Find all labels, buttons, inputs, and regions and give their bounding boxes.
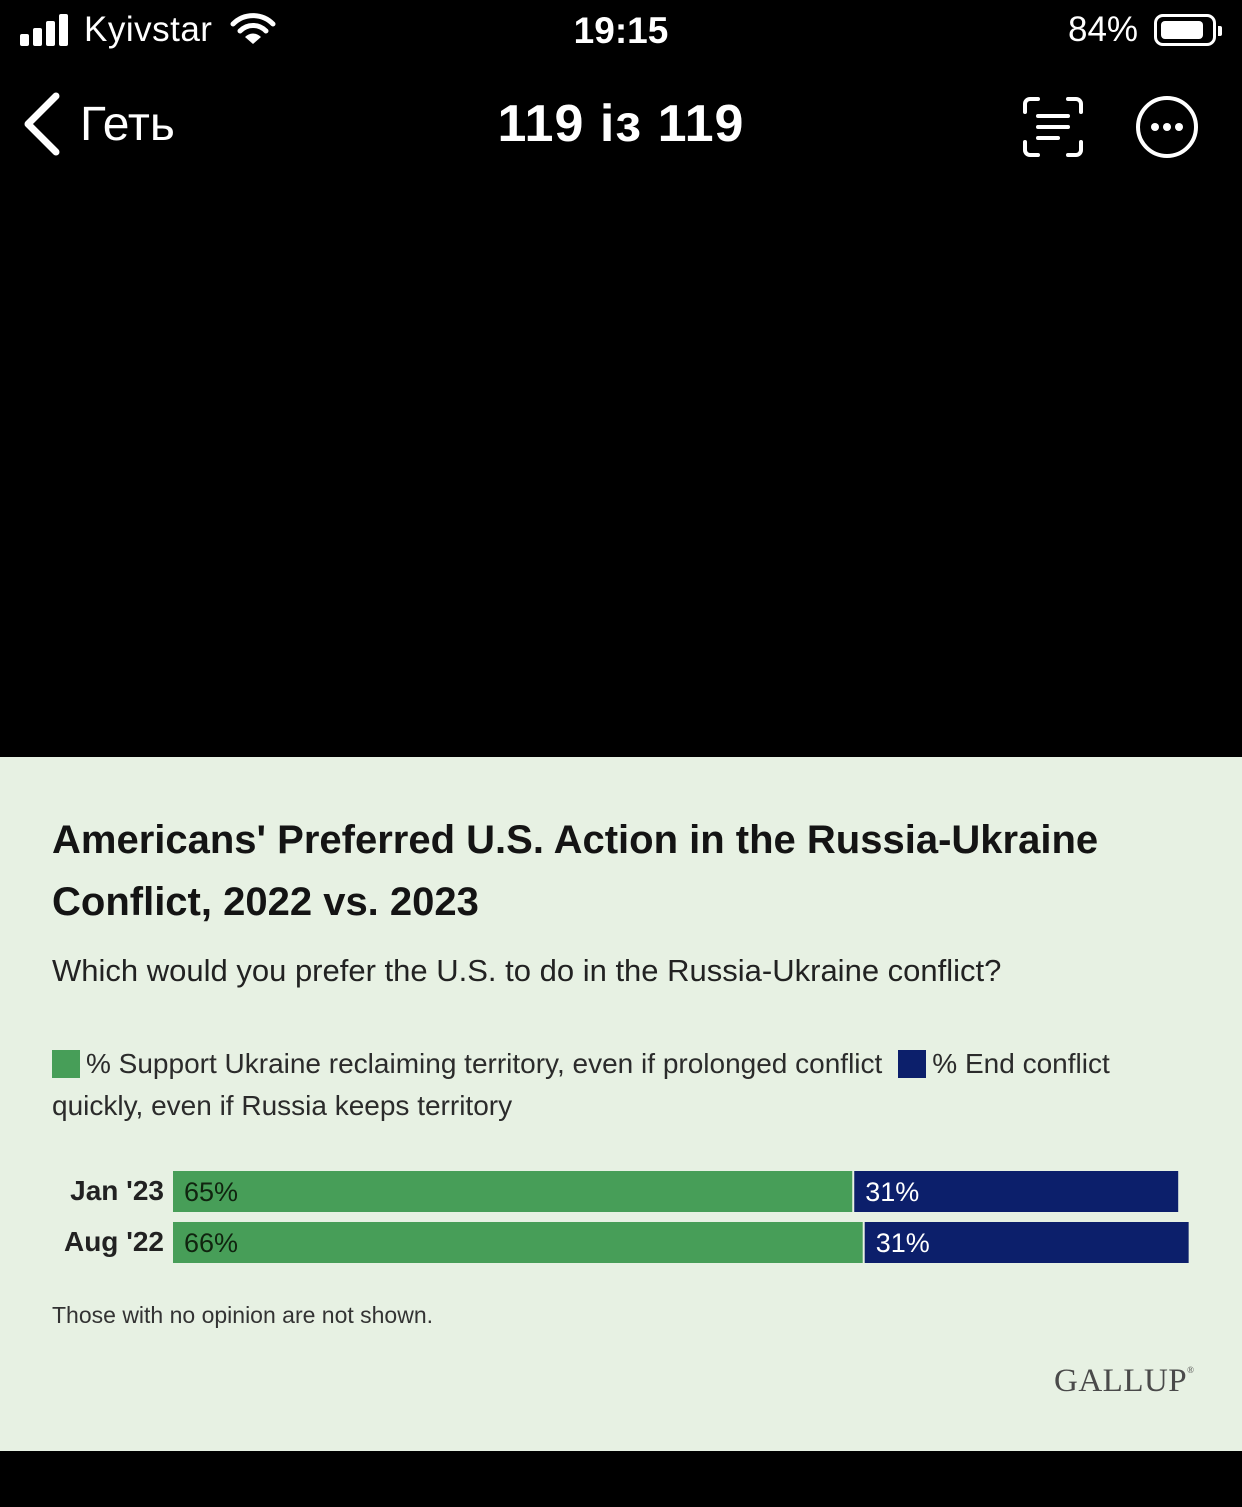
live-text-scan-icon[interactable]: [1022, 96, 1084, 158]
bar-value-label-support-1: 66%: [184, 1228, 238, 1258]
more-options-icon[interactable]: [1134, 94, 1200, 160]
chart-question: Which would you prefer the U.S. to do in…: [52, 953, 1002, 988]
chevron-left-icon: [24, 92, 60, 156]
back-button[interactable]: Геть: [20, 92, 175, 156]
gallup-logo: GALLUP®: [1054, 1363, 1195, 1399]
bar-support-1: [173, 1222, 863, 1263]
battery-percentage: 84%: [1068, 10, 1139, 49]
legend-swatch-end-conflict: [898, 1050, 927, 1078]
photo-counter-title: 119 із 119: [497, 95, 745, 153]
legend-label-support: % Support Ukraine reclaiming territory, …: [86, 1048, 883, 1079]
clock: 19:15: [573, 10, 669, 51]
back-label: Геть: [80, 97, 175, 151]
row-label-jan-23: Jan '23: [70, 1175, 164, 1206]
status-bar: Kyivstar 19:15 84%: [0, 0, 1242, 64]
bar-value-label-end-conflict-1: 31%: [876, 1228, 930, 1258]
legend-swatch-support: [52, 1050, 80, 1078]
wifi-icon: [230, 13, 276, 44]
legend-label-end-conflict: % End conflict quickly, even if Russia k…: [52, 1048, 1110, 1121]
chart-note: Those with no opinion are not shown.: [52, 1302, 434, 1328]
chart-title: Americans' Preferred U.S. Action in the …: [52, 818, 1099, 924]
bar-support-0: [173, 1171, 853, 1212]
bar-end-conflict-0: [854, 1171, 1179, 1212]
chart-legend: % Support Ukraine reclaiming territory, …: [52, 1043, 1192, 1127]
stacked-bar-chart: 65% 31% 66% 31%: [173, 1171, 1189, 1263]
row-label-aug-22: Aug '22: [63, 1226, 164, 1257]
photo-image: Americans' Preferred U.S. Action in the …: [0, 757, 1242, 1451]
battery-icon: [1154, 14, 1222, 46]
bar-value-label-support-0: 65%: [184, 1177, 238, 1207]
bar-value-label-end-conflict-0: 31%: [865, 1177, 919, 1207]
bar-end-conflict-1: [864, 1222, 1189, 1263]
carrier-name: Kyivstar: [84, 10, 213, 49]
cellular-signal-icon: [20, 14, 68, 46]
